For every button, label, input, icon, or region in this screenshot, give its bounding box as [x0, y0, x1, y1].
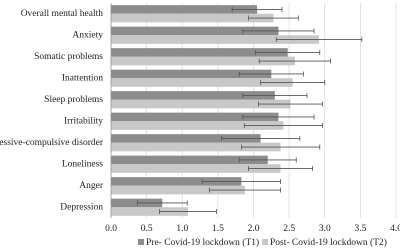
bar	[111, 35, 320, 44]
bar	[111, 48, 288, 57]
error-bar	[159, 209, 217, 215]
x-tick-label: 1.0	[176, 224, 188, 234]
error-bar	[238, 157, 297, 163]
x-tick-label: 4.0	[390, 224, 400, 234]
error-bar	[248, 15, 299, 21]
error-bar	[248, 166, 314, 172]
y-tick-label: Irritability	[64, 116, 103, 126]
y-tick-label: Anxiety	[72, 30, 103, 40]
bar	[111, 207, 188, 216]
y-tick-label: Loneliness	[62, 159, 103, 169]
error-bar	[240, 144, 321, 150]
error-bar	[201, 178, 281, 184]
error-bar	[242, 92, 308, 98]
legend-label: Post- Covid-19 lockdown (T2)	[270, 237, 387, 248]
bar	[111, 185, 245, 195]
bar	[111, 78, 293, 87]
bar	[111, 142, 281, 152]
legend-swatch	[262, 239, 268, 245]
x-tick-label: 3.5	[354, 224, 366, 234]
y-tick-label: Inattention	[62, 73, 103, 83]
error-bar	[221, 135, 301, 141]
y-tick-label: Obsessive-compulsive disorder	[0, 138, 104, 148]
bar	[111, 26, 279, 36]
error-bar	[255, 49, 321, 55]
error-bar	[275, 37, 363, 43]
error-bar	[260, 80, 326, 86]
x-tick-label: 0.5	[141, 224, 153, 234]
error-bar	[242, 114, 315, 120]
y-tick-label: Depression	[60, 202, 103, 212]
bar	[111, 155, 268, 165]
error-bar	[258, 101, 324, 107]
error-bar	[208, 187, 281, 193]
error-bar	[258, 58, 331, 64]
bar	[111, 198, 163, 208]
bar	[111, 13, 274, 23]
bar	[111, 177, 242, 186]
bar	[111, 91, 275, 100]
error-bar	[136, 200, 188, 206]
bar	[111, 99, 291, 109]
bar	[111, 121, 284, 130]
error-bar	[242, 28, 315, 34]
error-bar	[243, 123, 324, 129]
error-bar	[238, 71, 304, 77]
x-tick-label: 3.0	[319, 224, 331, 234]
x-tick-label: 0.0	[105, 224, 117, 234]
x-tick-label: 2.5	[283, 224, 295, 234]
x-tick-label: 1.5	[212, 224, 224, 234]
bar	[111, 56, 295, 66]
legend-swatch	[138, 239, 144, 245]
bar	[111, 164, 281, 173]
y-tick-label: Anger	[79, 181, 104, 191]
y-tick-label: Sleep problems	[44, 95, 103, 105]
legend-label: Pre- Covid-19 lockdown (T1)	[146, 237, 259, 248]
bar	[111, 112, 279, 122]
bar	[111, 69, 272, 79]
bar	[111, 5, 258, 14]
bar	[111, 134, 261, 143]
x-tick-label: 2.0	[248, 224, 260, 234]
error-bar	[231, 6, 283, 12]
y-tick-label: Somatic problems	[34, 52, 103, 62]
y-tick-label: Overall mental health	[21, 9, 104, 19]
